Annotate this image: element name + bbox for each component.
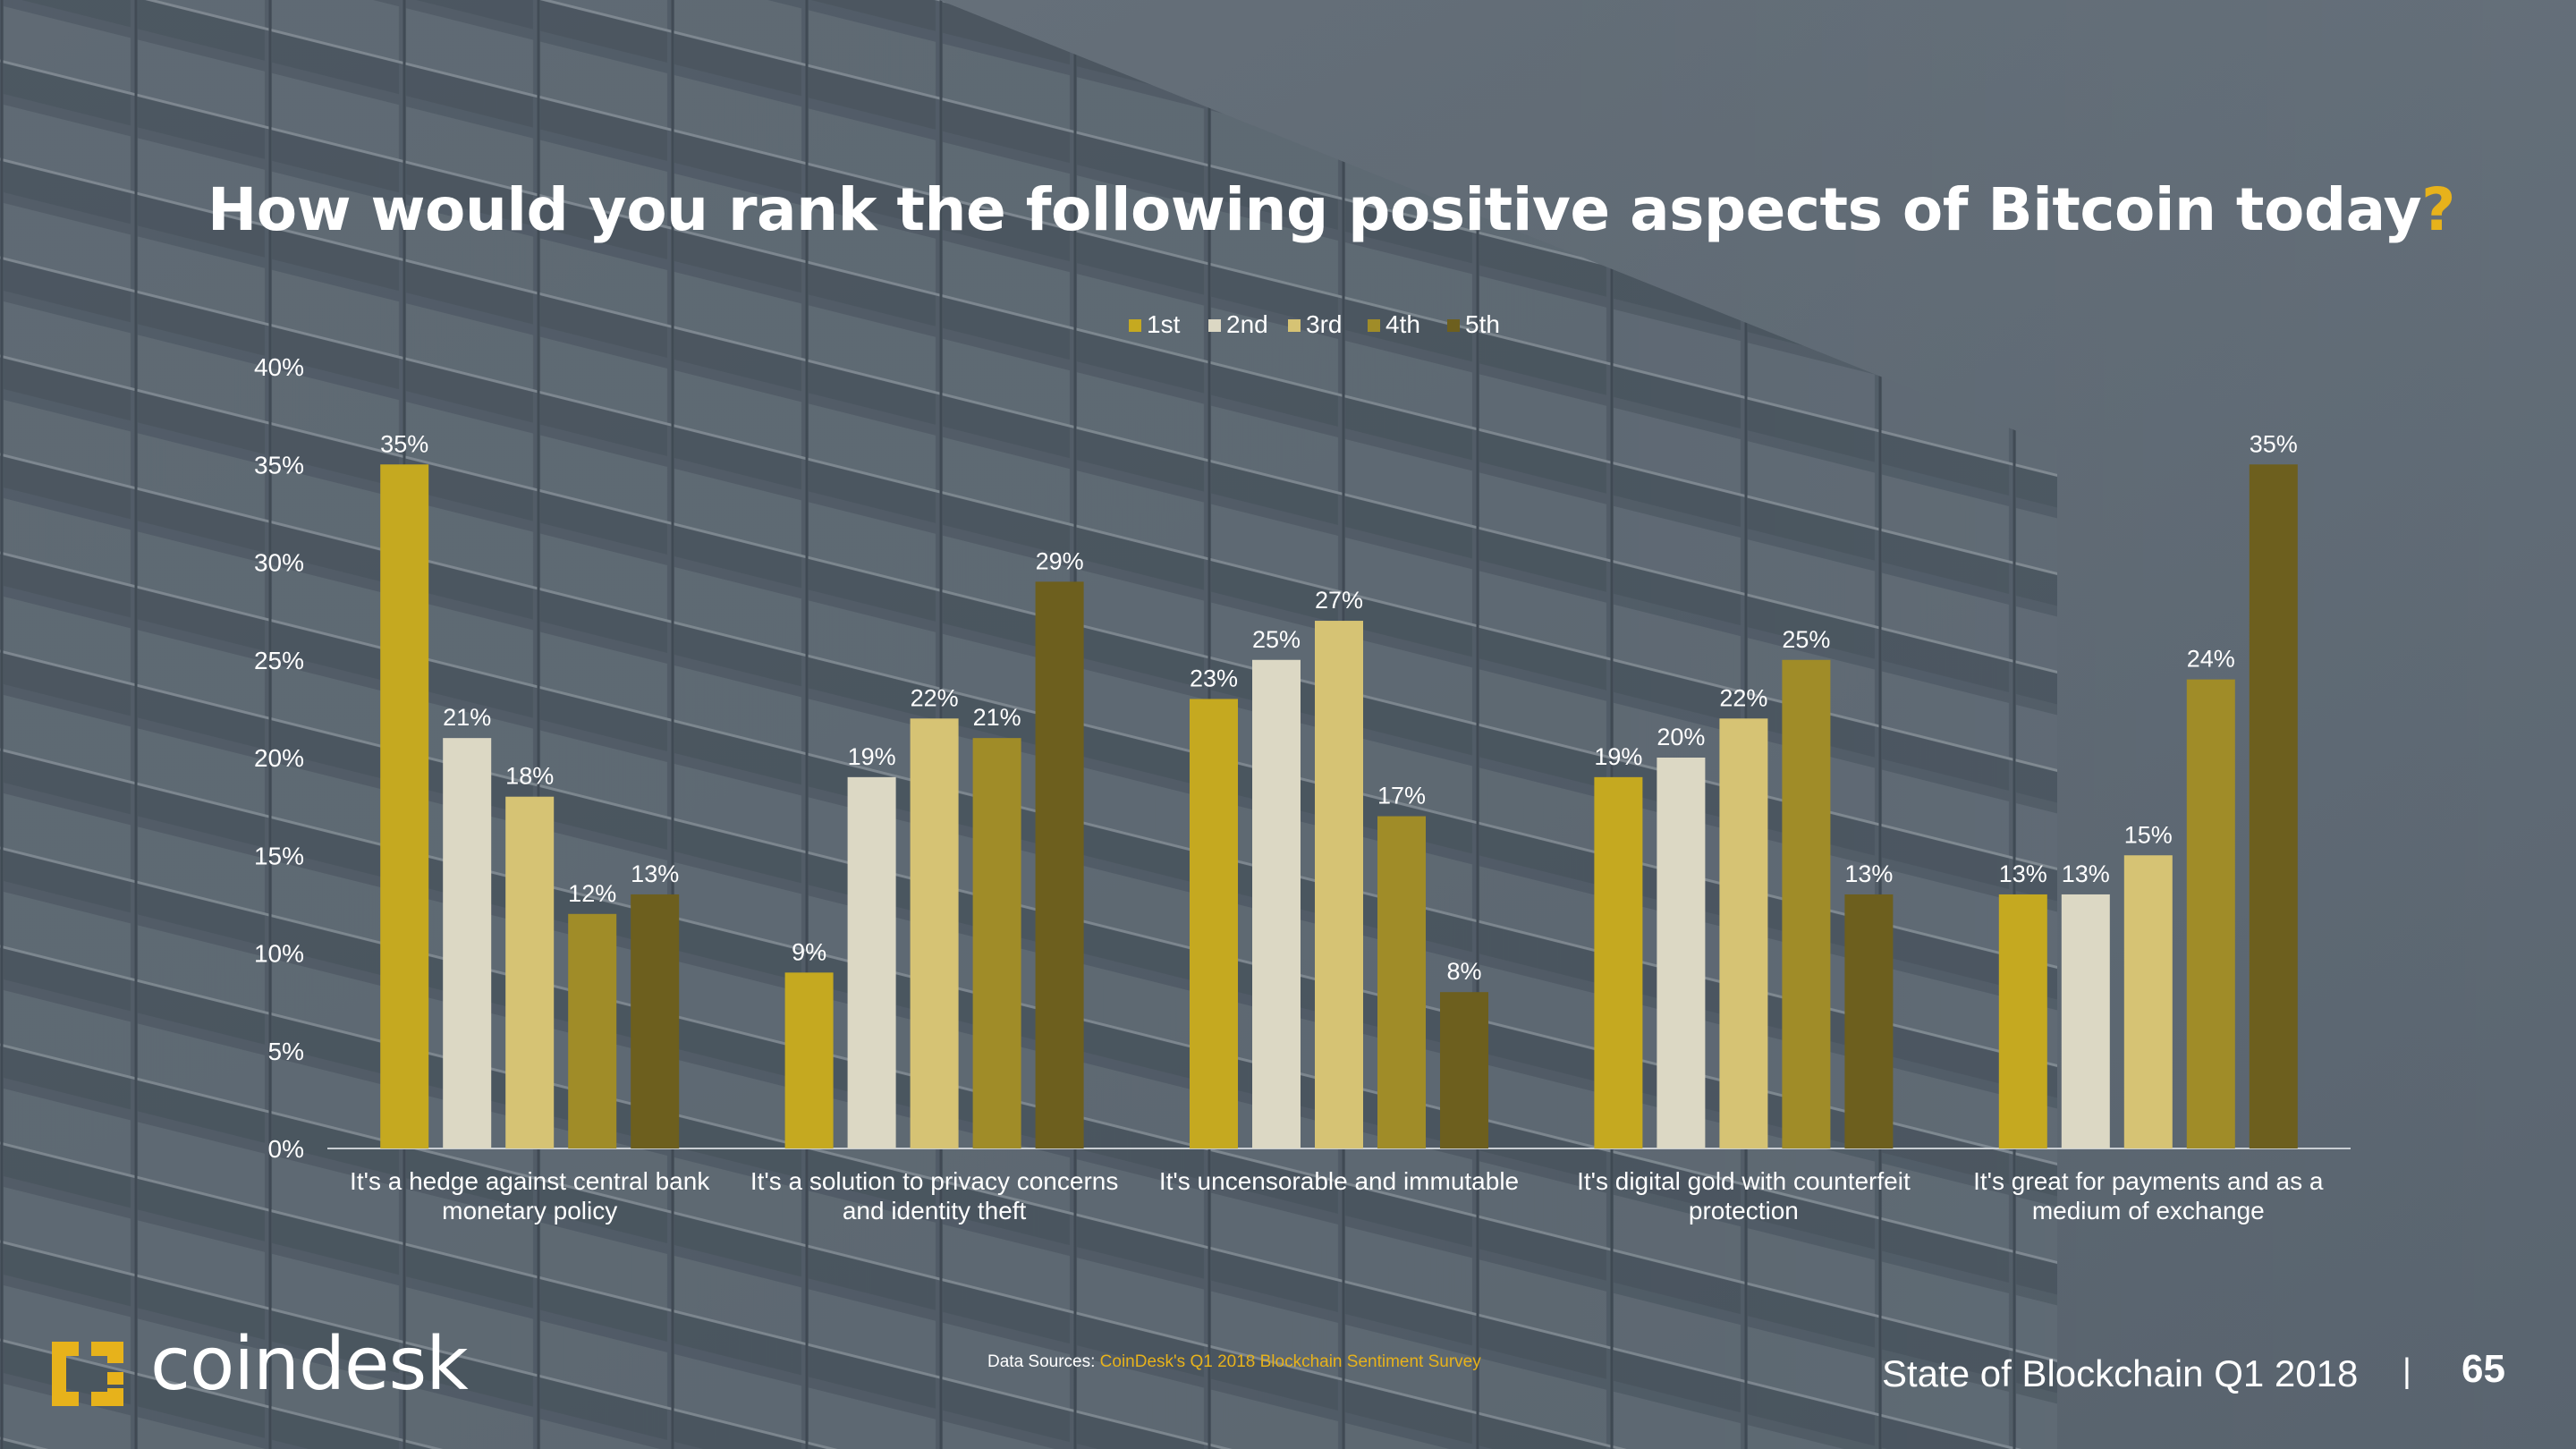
x-category-label: and identity theft [843, 1197, 1027, 1224]
data-label: 8% [1446, 958, 1481, 985]
data-label: 22% [1719, 684, 1767, 711]
bar-5th-2 [1035, 581, 1084, 1148]
x-category-label: medium of exchange [2032, 1197, 2265, 1224]
bar-1st-2 [784, 972, 834, 1148]
bar-2nd-4 [1657, 758, 1706, 1148]
y-tick-label: 10% [254, 940, 304, 968]
bar-3rd-5 [2123, 855, 2173, 1148]
y-tick-label: 5% [268, 1038, 304, 1065]
legend-label-1st: 1st [1147, 310, 1181, 338]
data-label: 22% [911, 684, 959, 711]
page-number: 65 [2462, 1347, 2505, 1391]
bar-3rd-1 [505, 796, 555, 1148]
data-label: 27% [1315, 587, 1363, 614]
bar-3rd-4 [1719, 718, 1768, 1148]
x-category-label: protection [1689, 1197, 1799, 1224]
footer-separator: | [2402, 1352, 2411, 1390]
bar-4th-5 [2186, 679, 2235, 1148]
brand-name: coindesk [150, 1322, 469, 1407]
title-question-mark: ? [2421, 175, 2455, 244]
data-label: 35% [2250, 430, 2298, 457]
data-label: 9% [792, 938, 826, 965]
bar-1st-1 [380, 464, 429, 1148]
bar-2nd-1 [443, 738, 492, 1148]
data-label: 13% [631, 860, 679, 887]
legend-label-4th: 4th [1385, 310, 1420, 338]
data-label: 12% [568, 880, 616, 907]
y-tick-label: 30% [254, 549, 304, 577]
data-label: 23% [1190, 665, 1238, 691]
y-tick-label: 35% [254, 451, 304, 479]
bar-1st-3 [1190, 699, 1238, 1148]
y-tick-label: 20% [254, 744, 304, 772]
y-tick-label: 0% [268, 1135, 304, 1163]
bar-4th-3 [1377, 816, 1426, 1148]
bar-4th-4 [1782, 659, 1831, 1148]
x-category-label: It's a solution to privacy concerns [750, 1167, 1119, 1195]
bar-1st-4 [1594, 776, 1643, 1148]
bar-2nd-5 [2061, 894, 2110, 1148]
y-tick-label: 15% [254, 842, 304, 869]
x-category-label: monetary policy [442, 1197, 617, 1224]
bar-5th-3 [1440, 992, 1488, 1148]
data-label: 20% [1657, 724, 1705, 750]
data-label: 15% [2124, 821, 2173, 848]
y-tick-label: 25% [254, 647, 304, 674]
data-label: 17% [1377, 783, 1426, 809]
chart-title: How would you rank the following positiv… [208, 175, 2455, 244]
bar-3rd-2 [910, 718, 959, 1148]
data-label: 19% [848, 743, 896, 770]
x-category-label: It's uncensorable and immutable [1159, 1167, 1519, 1195]
legend-swatch-5th [1447, 319, 1460, 332]
data-label: 25% [1252, 626, 1301, 653]
legend-swatch-3rd [1288, 319, 1301, 332]
bar-4th-2 [972, 738, 1021, 1148]
legend-label-3rd: 3rd [1306, 310, 1342, 338]
data-label: 29% [1036, 547, 1084, 574]
data-label: 25% [1782, 626, 1830, 653]
data-label: 13% [1999, 860, 2047, 887]
data-label: 21% [973, 704, 1021, 731]
data-label: 13% [2062, 860, 2110, 887]
bar-5th-4 [1844, 894, 1894, 1148]
bar-3rd-3 [1315, 621, 1363, 1148]
data-label: 19% [1594, 743, 1642, 770]
report-name: State of Blockchain Q1 2018 [1882, 1352, 2359, 1394]
data-label: 35% [380, 430, 428, 457]
legend-swatch-2nd [1208, 319, 1221, 332]
x-category-label: It's great for payments and as a [1973, 1167, 2324, 1195]
bar-1st-5 [1998, 894, 2047, 1148]
data-label: 21% [443, 704, 491, 731]
data-label: 18% [505, 763, 554, 790]
data-label: 24% [2187, 646, 2235, 673]
legend-swatch-4th [1368, 319, 1380, 332]
data-sources: Data Sources: CoinDesk's Q1 2018 Blockch… [987, 1352, 1481, 1372]
y-tick-label: 40% [254, 353, 304, 381]
legend-label-2nd: 2nd [1226, 310, 1268, 338]
bar-5th-5 [2249, 464, 2298, 1148]
sources-label: Data Sources: [987, 1352, 1100, 1371]
legend-swatch-1st [1129, 319, 1141, 332]
x-category-label: It's a hedge against central bank [350, 1167, 710, 1195]
x-category-label: It's digital gold with counterfeit [1577, 1167, 1911, 1195]
legend-label-5th: 5th [1465, 310, 1500, 338]
bar-2nd-2 [847, 776, 896, 1148]
bar-4th-1 [568, 913, 617, 1148]
bar-2nd-3 [1252, 659, 1301, 1148]
data-label: 13% [1844, 860, 1893, 887]
sources-link[interactable]: CoinDesk's Q1 2018 Blockchain Sentiment … [1099, 1352, 1481, 1371]
coindesk-logo-icon [52, 1342, 123, 1406]
bar-5th-1 [631, 894, 680, 1148]
